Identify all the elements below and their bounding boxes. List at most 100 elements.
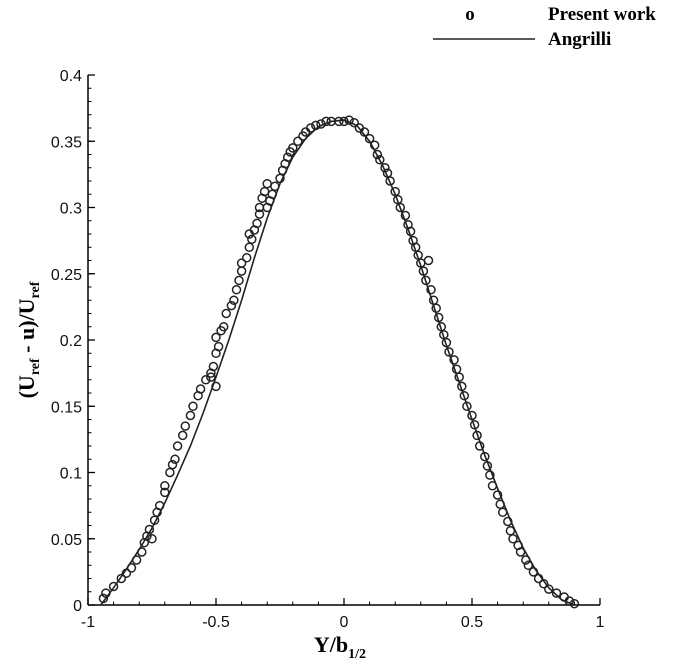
data-point — [521, 555, 531, 565]
data-point — [177, 430, 188, 441]
data-point — [236, 266, 247, 276]
data-point — [474, 441, 485, 451]
data-point — [444, 347, 454, 357]
data-point — [316, 119, 326, 129]
data-point — [459, 390, 470, 401]
data-point — [293, 136, 303, 147]
series-present-work — [98, 115, 580, 609]
data-point — [497, 507, 508, 518]
data-point — [201, 375, 211, 385]
data-point — [544, 584, 554, 594]
series-line-path — [100, 119, 575, 606]
legend-symbol-present-work: o — [465, 4, 475, 25]
data-point — [226, 300, 237, 311]
data-point — [137, 547, 147, 557]
data-point — [211, 381, 221, 392]
data-point — [528, 567, 539, 577]
data-point — [254, 209, 265, 219]
data-point — [270, 181, 280, 192]
x-axis-title-main: Y/b — [314, 632, 348, 657]
data-point — [188, 401, 198, 412]
x-tick-label: 1 — [596, 614, 605, 631]
data-point — [126, 563, 137, 573]
data-point — [185, 410, 196, 421]
data-point — [359, 127, 370, 137]
x-tick-label: 0.5 — [461, 614, 483, 631]
data-point — [131, 555, 142, 565]
data-point — [480, 451, 490, 462]
data-point — [170, 454, 180, 465]
y-tick-label: 0.15 — [51, 399, 82, 416]
data-point — [321, 116, 331, 127]
data-point — [349, 117, 359, 128]
y-tick-label: 0.35 — [51, 134, 82, 151]
data-point — [180, 421, 191, 431]
data-point — [457, 381, 467, 392]
data-point — [492, 490, 503, 500]
data-point — [364, 133, 375, 144]
data-point — [503, 516, 513, 527]
y-axis-title-sub-2: ref — [28, 281, 43, 298]
y-tick-label: 0 — [73, 598, 82, 615]
y-tick-label: 0.25 — [51, 267, 82, 284]
data-point — [433, 312, 444, 323]
data-point — [195, 384, 206, 394]
data-point — [405, 226, 416, 237]
data-point — [523, 560, 534, 571]
x-axis-title: Y/b1/2 — [314, 632, 366, 662]
data-point — [426, 284, 436, 295]
y-axis-ticks: 0 0.05 0.1 0.15 0.2 0.25 0.3 0.35 0.4 — [51, 68, 95, 615]
data-point — [108, 581, 119, 592]
data-point — [508, 534, 518, 544]
data-point — [482, 461, 493, 471]
data-point — [229, 295, 239, 306]
data-point — [311, 120, 321, 131]
data-point — [472, 430, 482, 441]
data-point — [267, 189, 278, 200]
x-tick-label: -1 — [81, 614, 95, 631]
data-point — [454, 372, 464, 382]
data-point — [418, 266, 429, 276]
data-point — [515, 547, 526, 557]
y-tick-label: 0.2 — [60, 333, 82, 350]
y-axis-title-sub-1: ref — [28, 358, 43, 375]
data-point — [462, 401, 472, 412]
data-point — [221, 308, 231, 319]
x-tick-label: -0.5 — [202, 614, 230, 631]
data-point — [564, 596, 575, 606]
data-point — [154, 500, 165, 511]
data-point — [344, 115, 354, 125]
data-point — [288, 143, 298, 153]
data-point — [101, 588, 111, 598]
y-tick-label: 0.3 — [60, 201, 82, 218]
data-point — [116, 573, 127, 584]
data-point — [423, 255, 434, 266]
data-point — [533, 573, 544, 584]
data-point — [244, 242, 255, 253]
data-point — [385, 176, 395, 186]
data-point — [236, 258, 247, 268]
data-point — [449, 355, 459, 365]
y-tick-label: 0.1 — [60, 466, 82, 483]
data-point — [234, 275, 244, 286]
y-tick-label: 0.05 — [51, 532, 82, 549]
y-axis-title: (Uref - u)/Uref — [14, 281, 43, 398]
data-point — [244, 229, 255, 239]
data-point — [282, 152, 293, 162]
data-point — [160, 481, 170, 491]
data-point — [467, 410, 477, 421]
data-point — [218, 322, 229, 332]
data-point — [147, 534, 157, 544]
series-angrilli — [100, 119, 575, 606]
data-point — [172, 441, 183, 451]
data-point — [569, 598, 580, 609]
data-point — [469, 420, 480, 430]
data-point — [538, 579, 549, 589]
data-point — [165, 467, 175, 478]
data-point — [98, 593, 109, 604]
data-point — [334, 116, 344, 127]
data-point — [275, 173, 285, 184]
x-axis-ticks: -1 -0.5 0 0.5 1 — [81, 598, 605, 631]
data-point — [167, 459, 178, 470]
